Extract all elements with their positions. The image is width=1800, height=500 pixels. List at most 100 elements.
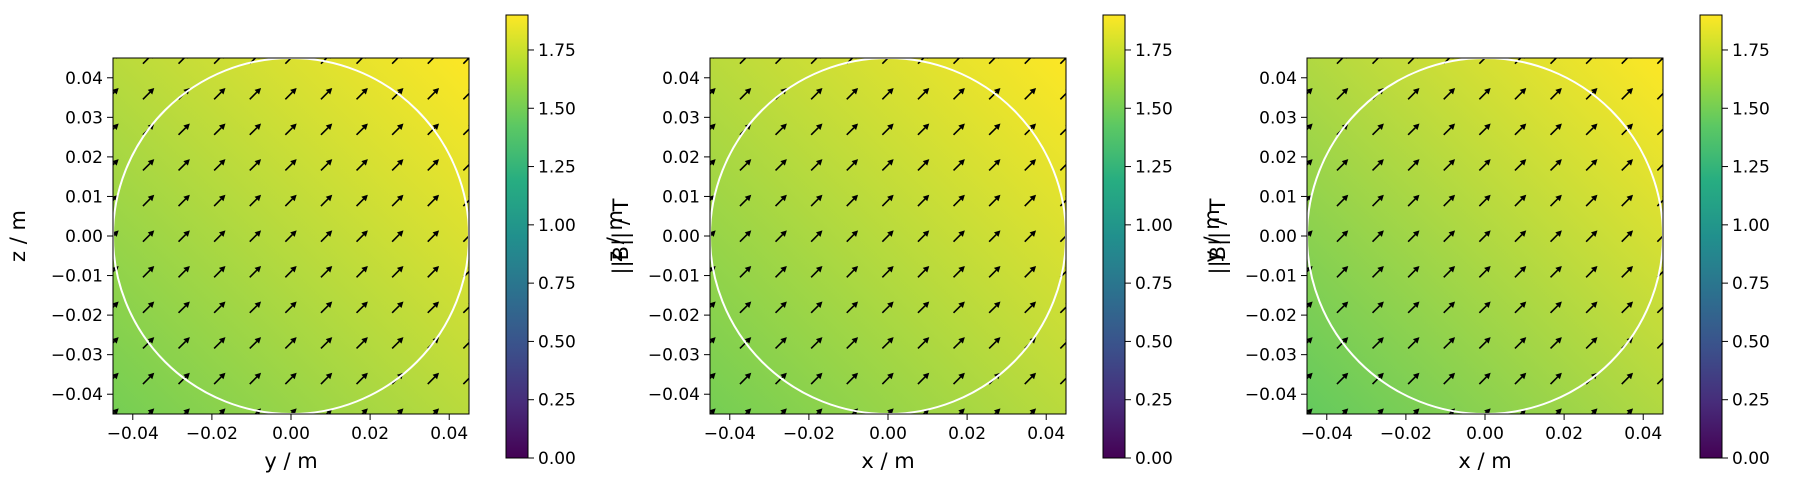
- field-vector-arrow: [1514, 194, 1527, 207]
- field-vector-arrow: [881, 265, 894, 278]
- arrow-head: [815, 87, 823, 95]
- colorbar-tick-label: 0.25: [538, 391, 576, 411]
- field-vector-arrow: [1024, 230, 1037, 243]
- field-vector-arrow: [320, 301, 333, 314]
- arrow-head: [958, 230, 965, 237]
- arrow-shaft: [1549, 376, 1559, 385]
- arrow-shaft: [1585, 269, 1594, 278]
- arrow-shaft: [1371, 127, 1381, 136]
- arrow-shaft: [249, 269, 258, 278]
- field-vector-arrow: [1549, 301, 1562, 314]
- y-tick-label: −0.03: [51, 346, 103, 366]
- arrow-shaft: [952, 340, 962, 350]
- arrow-head: [325, 301, 333, 309]
- arrow-shaft: [1407, 58, 1415, 65]
- arrow-head: [780, 337, 787, 344]
- colorbar-tick-label: 1.75: [1732, 41, 1770, 61]
- arrow-head: [1484, 372, 1491, 380]
- arrow-shaft: [988, 305, 997, 314]
- field-vector-arrow: [1549, 337, 1562, 350]
- arrow-shaft: [846, 269, 855, 278]
- arrow-shaft: [952, 91, 962, 100]
- y-tick-label: 0.02: [662, 148, 700, 168]
- arrow-head: [851, 337, 859, 344]
- arrow-shaft: [1549, 269, 1559, 278]
- arrow-shaft: [177, 305, 187, 314]
- arrow-head: [218, 123, 226, 131]
- field-vector-arrow: [846, 372, 859, 385]
- field-vector-arrow: [1407, 230, 1420, 243]
- arrow-shaft: [1371, 162, 1381, 172]
- y-tick-label: −0.02: [648, 306, 700, 326]
- field-vector-arrow: [1336, 87, 1349, 100]
- arrow-shaft: [462, 377, 469, 385]
- arrow-head: [993, 301, 1001, 309]
- arrow-head: [147, 159, 155, 166]
- arrow-head: [1029, 123, 1037, 131]
- arrow-shaft: [1549, 162, 1559, 172]
- colorbar-tick-label: 0.75: [1135, 274, 1173, 294]
- arrow-head: [1626, 301, 1634, 309]
- arrow-head: [1412, 230, 1420, 237]
- arrow-shaft: [1371, 198, 1381, 207]
- arrow-head: [1555, 194, 1562, 202]
- arrow-head: [361, 230, 368, 237]
- arrow-shaft: [1621, 58, 1629, 65]
- arrow-head: [254, 265, 262, 273]
- field-vector-arrow: [320, 230, 333, 243]
- arrow-shaft: [952, 305, 962, 314]
- field-vector-arrow: [249, 194, 262, 207]
- arrow-head: [183, 265, 190, 273]
- field-vector-arrow: [1024, 265, 1037, 278]
- field-vector-arrow: [177, 230, 190, 243]
- field-vector-arrow: [1371, 337, 1384, 350]
- arrow-head: [851, 159, 859, 166]
- arrow-shaft: [810, 269, 819, 278]
- arrow-head: [432, 159, 440, 166]
- field-vector-arrow: [1549, 87, 1562, 100]
- arrow-shaft: [846, 340, 855, 350]
- field-vector-arrow: [320, 194, 333, 207]
- arrow-head: [290, 123, 297, 131]
- arrow-shaft: [1478, 340, 1487, 350]
- arrow-head: [851, 123, 859, 131]
- field-vector-arrow: [177, 194, 190, 207]
- arrow-shaft: [846, 376, 855, 385]
- arrow-head: [744, 372, 752, 380]
- arrow-head: [1484, 265, 1491, 273]
- arrow-shaft: [1549, 127, 1559, 136]
- arrow-head: [1341, 159, 1349, 166]
- field-vector-arrow: [1478, 265, 1491, 278]
- arrow-shaft: [1514, 58, 1522, 65]
- arrow-shaft: [846, 127, 855, 136]
- arrow-shaft: [142, 376, 151, 385]
- field-vector-arrow: [284, 301, 297, 314]
- field-vector-arrow: [988, 159, 1001, 172]
- field-vector-arrow: [1478, 230, 1491, 243]
- arrow-shaft: [249, 376, 258, 385]
- arrow-head: [218, 372, 226, 380]
- arrow-head: [958, 159, 965, 166]
- arrow-shaft: [739, 305, 748, 314]
- field-vector-arrow: [1549, 230, 1562, 243]
- field-vector-arrow: [142, 230, 155, 243]
- arrow-head: [1626, 265, 1634, 273]
- arrow-shaft: [427, 198, 436, 207]
- field-vector-arrow: [846, 265, 859, 278]
- arrow-head: [1377, 301, 1384, 309]
- field-vector-arrow: [213, 87, 226, 100]
- field-vector-arrow: [1443, 301, 1456, 314]
- arrow-shaft: [917, 376, 926, 385]
- arrow-shaft: [142, 305, 151, 314]
- arrow-shaft: [177, 198, 187, 207]
- field-vector-arrow: [1443, 159, 1456, 172]
- field-vector-arrow: [1407, 123, 1420, 136]
- arrow-head: [218, 265, 226, 273]
- field-vector-arrow: [1621, 159, 1634, 172]
- arrow-shaft: [142, 269, 151, 278]
- arrow-head: [815, 301, 823, 309]
- field-vector-arrow: [427, 194, 440, 207]
- arrow-shaft: [1656, 199, 1663, 207]
- arrow-head: [1484, 159, 1491, 166]
- field-vector-arrow: [320, 265, 333, 278]
